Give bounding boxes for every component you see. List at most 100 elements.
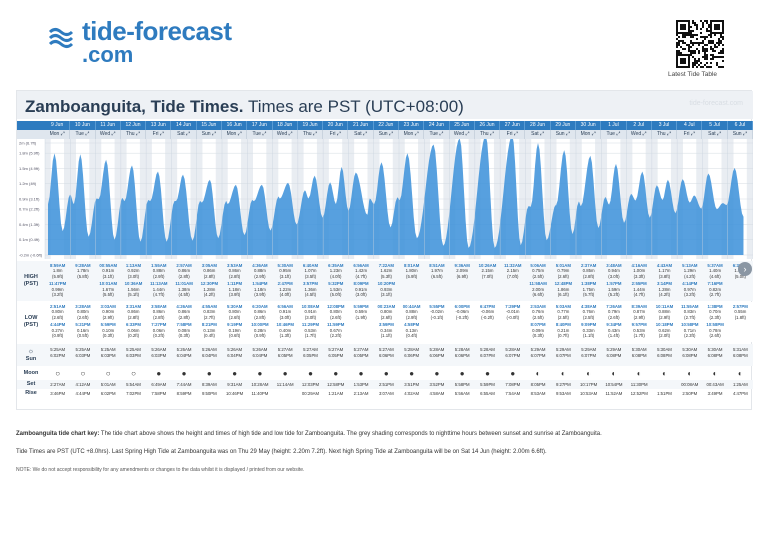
high-tide-cell: 2:37AM 0.85m (2.8ft) 1:38PM 1.75m (5.7ft) <box>576 261 601 301</box>
moonrise-cell: 4:44PM <box>75 391 91 396</box>
tide-time: 10:36AM <box>124 281 143 287</box>
low-tide-cell: 3:03AM 0.90m (2.9ft) 5:59PM 0.10m (0.3ft) <box>96 302 121 342</box>
expand-icon[interactable]: ⤢ <box>488 131 494 137</box>
sunset-time: 6:02PM <box>50 353 66 358</box>
tide-height: (2.3ft) <box>684 333 696 339</box>
sunset-time: 6:07PM <box>581 353 597 358</box>
expand-icon[interactable]: ⤢ <box>210 131 216 137</box>
low-tide-cell: 10:08AM 0.91m (3.0ft) 11:29PM 0.53m (1.7ft) <box>298 302 323 342</box>
tide-height: 0.67m <box>329 327 342 333</box>
expand-icon[interactable]: ⤢ <box>715 131 722 137</box>
tide-height: 0.80m <box>380 309 393 315</box>
day-cell: Mon ⤢ <box>222 130 248 139</box>
moonrise-cell: 3:46PM <box>50 391 66 396</box>
sun-cell: 5:27AM 6:05PM <box>348 344 373 366</box>
expand-icon[interactable]: ⤢ <box>335 131 341 137</box>
expand-icon[interactable]: ⤢ <box>59 131 65 137</box>
sunset-time: 6:06PM <box>378 353 394 358</box>
tide-height: (3.2ft) <box>52 292 64 298</box>
site-logo-tld[interactable]: .com <box>82 42 134 67</box>
expand-icon[interactable]: ⤢ <box>614 131 621 137</box>
tide-time: 6:33PM <box>125 322 141 328</box>
expand-icon[interactable]: ⤢ <box>260 131 267 137</box>
expand-icon[interactable]: ⤢ <box>741 131 747 137</box>
tide-height: (4.2ft) <box>203 292 215 298</box>
tide-height: 0.94m <box>607 268 620 274</box>
tide-height: (3.2ft) <box>684 292 696 298</box>
moonrise-cell: 12:52PM <box>630 391 648 396</box>
high-tide-cell: 6:40AM 1.07m (3.5ft) 3:57PM 1.36m (4.5ft) <box>298 261 323 301</box>
expand-icon[interactable]: ⤢ <box>641 131 647 137</box>
low-tide-cell: 6:56AM 0.91m (3.0ft) 10:46PM 0.40m (1.3ft) <box>273 302 298 342</box>
tide-height: 1.18m <box>253 286 266 292</box>
tide-height: (2.8ft) <box>178 273 190 279</box>
tide-height: 1.67m <box>102 286 115 292</box>
tide-time: 3:48AM <box>606 263 622 268</box>
sunset-time: 6:04PM <box>176 353 192 358</box>
site-logo-name[interactable]: tide-forecast <box>82 16 232 46</box>
date-cell: 4 Jul <box>677 121 703 130</box>
tide-time: 3:28AM <box>75 304 91 309</box>
day-cell: Sat ⤢ <box>348 130 374 139</box>
sunrise-time: 5:27AM <box>328 347 344 352</box>
tide-height: (4.5ft) <box>304 292 317 298</box>
expand-icon[interactable]: ⤢ <box>311 131 317 137</box>
expand-icon[interactable]: ⤢ <box>287 131 293 137</box>
title-timezone: Times are PST (UTC+08:00) <box>243 97 464 116</box>
tide-height: (2.2ft) <box>330 333 342 339</box>
date-cell: 21 Jun <box>348 121 374 130</box>
low-tide-cell: 12:08PM 0.80m (2.6ft) 11:59PM 0.67m (2.2ft) <box>323 302 348 342</box>
tide-time: 4:55AM <box>201 304 217 309</box>
expand-icon[interactable]: ⤢ <box>512 131 518 137</box>
expand-icon[interactable]: ⤢ <box>236 131 242 137</box>
next-arrow-button[interactable]: › <box>738 262 752 276</box>
expand-icon[interactable]: ⤢ <box>538 131 545 137</box>
tide-time: 7:16PM <box>707 281 723 287</box>
tide-height: 0.10m <box>102 327 115 333</box>
tide-time: 12:48PM <box>554 281 573 287</box>
high-tide-cell: 9:36AM 2.09m (6.9ft) <box>450 261 475 301</box>
expand-icon[interactable]: ⤢ <box>689 131 695 137</box>
day-label: Mon <box>580 131 591 137</box>
expand-icon[interactable]: ⤢ <box>590 131 596 137</box>
date-cell: 29 Jun <box>551 121 576 130</box>
chart-key-paragraph: Zamboanguita tide chart key: The tide ch… <box>16 430 752 438</box>
sunset-time: 6:07PM <box>480 353 495 358</box>
tide-height: (3.0ft) <box>127 273 140 279</box>
tide-height: (-0.0ft) <box>506 314 520 320</box>
expand-icon[interactable]: ⤢ <box>158 131 164 137</box>
tide-time: 10:11AM <box>655 304 674 309</box>
low-tide-cell: 4:26AM 0.86m (2.8ft) 7:58PM 0.08m (0.3ft) <box>171 302 196 342</box>
day-cell: Tue ⤢ <box>424 130 450 139</box>
day-label: Mon <box>403 131 414 137</box>
expand-icon[interactable]: ⤢ <box>564 131 570 137</box>
sunrise-time: 5:30AM <box>707 347 723 352</box>
expand-icon[interactable]: ⤢ <box>387 131 393 137</box>
expand-icon[interactable]: ⤢ <box>184 131 191 137</box>
tide-height: (5.7ft) <box>583 292 595 298</box>
tide-height: 0.92m <box>127 268 140 274</box>
sun-cell: 5:26AM 6:04PM <box>222 344 247 366</box>
sunset-time: 6:08PM <box>707 353 723 358</box>
date-cell: 13 Jun <box>146 121 172 130</box>
expand-icon[interactable]: ⤢ <box>413 131 419 137</box>
tide-height: (7.0ft) <box>481 273 494 279</box>
expand-icon[interactable]: ⤢ <box>437 131 444 137</box>
expand-icon[interactable]: ⤢ <box>134 131 140 137</box>
tide-height: (3.9ft) <box>254 292 266 298</box>
expand-icon[interactable]: ⤢ <box>361 131 368 137</box>
low-tide-cell: 5:03AM 0.77m (2.5ft) 8:40PM 0.21m (0.7ft) <box>551 302 576 342</box>
expand-icon[interactable]: ⤢ <box>665 131 671 137</box>
expand-icon[interactable]: ⤢ <box>83 131 90 137</box>
tide-height: (1.9ft) <box>355 314 367 320</box>
moonset-cell: 10:54PM <box>605 382 623 387</box>
low-tide-cell: 4:55AM 0.83m (2.7ft) 8:21PM 0.13m (0.4ft) <box>197 302 222 342</box>
tide-time: 4:36AM <box>252 263 268 268</box>
tide-height: (0.5ft) <box>77 333 89 339</box>
tide-height: (2.8ft) <box>203 273 215 279</box>
expand-icon[interactable]: ⤢ <box>464 131 470 137</box>
expand-icon[interactable]: ⤢ <box>110 131 116 137</box>
day-label: Sat <box>531 131 539 137</box>
tide-height: (5.3ft) <box>380 273 392 279</box>
tide-height: 0.08m <box>178 327 191 333</box>
